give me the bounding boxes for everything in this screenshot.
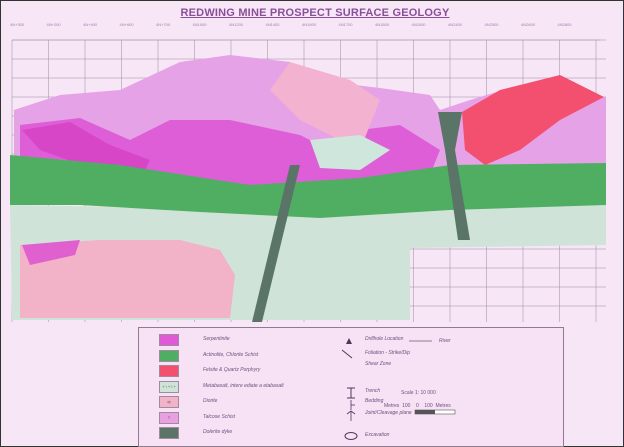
legend-swatch (159, 365, 179, 377)
dolerite-dyke-2 (438, 112, 470, 240)
grid-label: 4N2800 (557, 22, 572, 27)
grid-label: 4N1000 (192, 22, 207, 27)
diorite-lower (20, 240, 235, 318)
grid-label: 4N1200 (229, 22, 244, 27)
legend-unit-label: Felsite & Quartz Porphyry (203, 367, 261, 373)
felsite-body (462, 75, 604, 165)
legend-unit-label: Serpentinite (203, 336, 230, 342)
legend-unit-label: Actinolite, Chlorite Schist (203, 351, 259, 358)
grid-label: 4N1600 (302, 22, 317, 27)
legend-symbol-label: Excavation (365, 432, 390, 438)
legend-swatch (159, 349, 179, 362)
map-title: REDWING MINE PROSPECT SURFACE GEOLOGY (180, 7, 450, 19)
legend-symbol-label: Bedding (365, 398, 384, 404)
grid-label: 4N+600 (119, 22, 134, 27)
triangle-icon (346, 338, 352, 344)
legend: Serpentinite Actinolite, Chlorite Schist F… (138, 327, 564, 447)
metabasalt-patch (310, 135, 390, 170)
legend-unit-label: Talcose Schist (203, 413, 236, 420)
legend-symbol-label: Trench (365, 388, 381, 394)
grid-label: 4N+400 (83, 22, 98, 27)
legend-symbol-label: Foliation - Strike/Dip (365, 350, 411, 356)
grid-label: 4N+700 (156, 22, 171, 27)
grid-label: 4N+200 (46, 22, 61, 27)
legend-symbols (341, 338, 456, 440)
grid-labels: 4N+300 4N+200 4N+400 4N+600 4N+700 4N1000 4N12… (10, 22, 572, 32)
grid-label: 4N2400 (448, 22, 463, 27)
legend-swatch: ф (159, 396, 179, 408)
legend-symbol-label: Joint/Cleavage plane (365, 410, 412, 416)
legend-unit-label: Diorite (203, 398, 218, 404)
grid-label: 4N2500 (484, 22, 499, 27)
serpentinite-lower (22, 240, 80, 265)
legend-unit-label: Dolerite dyke (203, 429, 233, 435)
diorite-upper (270, 62, 380, 150)
trench-icon (347, 387, 355, 399)
legend-swatch: + \ + \ + (159, 380, 179, 393)
legend-swatch (159, 427, 179, 439)
grid-label: 4N2600 (521, 22, 536, 27)
joint-icon (346, 410, 356, 421)
grid-label: 4N+300 (10, 22, 25, 27)
legend-swatch (159, 334, 179, 346)
scale-text: Scale 1: 10 000 (401, 390, 436, 396)
grid-label: 4N1700 (338, 22, 353, 27)
legend-symbol-label: Shear Zone (365, 361, 392, 367)
legend-symbol-label: Drillhole Location (365, 336, 404, 342)
grid-label: 4N1400 (265, 22, 280, 27)
river-label: River (439, 338, 451, 344)
dolerite-dyke-1 (252, 165, 300, 322)
foliation-icon (341, 349, 353, 359)
bedding-icon (350, 400, 355, 410)
scale-bar-labels: Metres 100 0 100 Metres (384, 403, 451, 409)
legend-swatch: T (159, 411, 179, 424)
grid-label: 4N2000 (411, 22, 426, 27)
excavation-icon (344, 432, 358, 440)
grid-label: 4N1800 (375, 22, 390, 27)
legend-unit-label: Metabasalt, intere ediate a etabasalt (203, 382, 284, 389)
